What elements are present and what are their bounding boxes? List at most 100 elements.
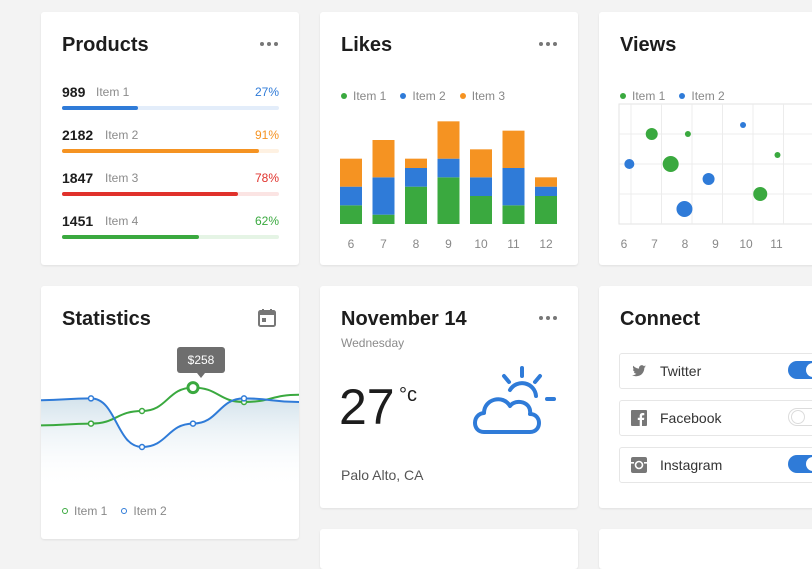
scatter-point	[645, 128, 658, 140]
scatter-point	[740, 122, 747, 128]
weather-temperature: 27	[339, 379, 395, 435]
x-tick-label: 11	[507, 237, 520, 251]
bar-segment	[340, 186, 362, 206]
x-tick-label: 10	[739, 237, 753, 251]
bar-segment	[470, 196, 492, 224]
legend-label: Item 1	[74, 504, 108, 518]
statistics-legend: Item 1 Item 2	[62, 503, 181, 518]
weather-date: November 14	[341, 308, 467, 330]
bar-segment	[437, 158, 460, 178]
views-title: Views	[620, 34, 677, 56]
x-tick-label: 6	[347, 237, 355, 251]
product-progress-track	[62, 106, 279, 110]
bar-segment	[502, 205, 525, 224]
bottom-card-right	[599, 529, 812, 569]
calendar-icon[interactable]	[257, 308, 277, 328]
connect-row-facebook: Facebook	[619, 400, 812, 436]
product-progress-fill	[62, 235, 199, 239]
connect-row-instagram: Instagram	[619, 447, 812, 483]
line-point	[189, 420, 197, 427]
legend-item: Item 1	[341, 89, 386, 103]
weather-unit: °c	[399, 384, 417, 406]
bottom-card-left	[320, 529, 578, 569]
likes-title: Likes	[341, 34, 393, 56]
x-tick-label: 8	[681, 237, 689, 251]
bar-segment	[437, 121, 460, 159]
x-tick-label: 7	[380, 237, 387, 251]
x-tick-label: 12	[539, 237, 553, 251]
x-tick-label: 11	[770, 237, 783, 251]
scatter-point	[702, 173, 715, 185]
scatter-point	[774, 152, 781, 158]
legend-label: Item 1	[632, 89, 666, 103]
legend-label: Item 3	[471, 89, 506, 103]
bar-segment	[405, 168, 427, 187]
toggle-knob	[806, 457, 812, 471]
legend-marker	[620, 93, 626, 99]
area-fill	[41, 398, 299, 489]
line-point	[87, 420, 95, 427]
connect-title: Connect	[620, 308, 700, 330]
legend-marker	[121, 508, 128, 514]
statistics-tooltip: $258	[177, 347, 225, 378]
connect-toggle[interactable]	[788, 455, 812, 473]
legend-item: Item 2	[400, 89, 446, 103]
bar-segment	[535, 196, 557, 224]
legend-marker	[400, 93, 407, 99]
facebook-icon	[631, 410, 647, 426]
connect-label: Facebook	[660, 410, 722, 426]
scatter-point	[624, 159, 635, 169]
x-tick-label: 10	[474, 237, 488, 251]
weather-location: Palo Alto, CA	[341, 467, 424, 483]
product-percent: 27%	[254, 85, 279, 99]
connect-toggle[interactable]	[788, 408, 812, 426]
bar-segment	[502, 168, 525, 206]
product-percent: 62%	[254, 214, 279, 228]
toggle-knob	[806, 363, 812, 377]
instagram-icon	[631, 457, 647, 473]
scatter-point	[753, 187, 768, 201]
twitter-icon	[631, 363, 647, 379]
bar-segment	[372, 140, 395, 178]
weather-more-menu-icon[interactable]	[538, 314, 558, 322]
products-more-menu-icon[interactable]	[259, 40, 279, 48]
product-progress-fill	[62, 149, 260, 153]
bar-segment	[340, 158, 362, 187]
likes-card: Likes Item 1 Item 2 Item 3 6 7 8 9 10 11 12	[320, 12, 578, 265]
x-tick-label: 9	[445, 237, 452, 251]
product-label: Item 1	[96, 85, 130, 99]
product-row: 989 Item 1 27%	[62, 84, 279, 112]
connect-toggle[interactable]	[788, 361, 812, 379]
x-tick-label: 6	[620, 237, 628, 251]
scatter-point	[684, 131, 691, 137]
product-progress-fill	[62, 106, 138, 110]
connect-card: Connect Twitter Facebook Instagram	[599, 286, 812, 508]
legend-label: Item 2	[412, 89, 446, 103]
likes-more-menu-icon[interactable]	[538, 40, 558, 48]
bar-segment	[437, 177, 460, 224]
line-point	[240, 395, 248, 402]
highlighted-point	[186, 381, 200, 395]
bar-segment	[502, 130, 525, 168]
product-progress-track	[62, 192, 279, 196]
legend-item: Item 2	[121, 504, 167, 518]
bar-segment	[340, 205, 362, 224]
connect-row-twitter: Twitter	[619, 353, 812, 389]
statistics-chart	[41, 381, 299, 489]
legend-marker	[341, 93, 347, 99]
likes-chart	[340, 121, 557, 224]
bar-segment	[535, 177, 557, 187]
product-label: Item 4	[105, 214, 139, 228]
scatter-point	[676, 201, 693, 217]
product-row: 1451 Item 4 62%	[62, 213, 279, 241]
product-row: 1847 Item 3 78%	[62, 170, 279, 198]
product-percent: 78%	[254, 171, 279, 185]
line-point	[138, 443, 146, 451]
product-value: 1847	[62, 170, 94, 186]
product-label: Item 2	[105, 128, 139, 142]
legend-label: Item 2	[133, 504, 167, 518]
legend-marker	[679, 93, 686, 99]
bar-segment	[535, 186, 557, 196]
products-card: Products 989 Item 1 27% 2182 Item 2 91% 1847 It…	[41, 12, 299, 265]
views-legend: Item 1 Item 2	[620, 88, 739, 103]
